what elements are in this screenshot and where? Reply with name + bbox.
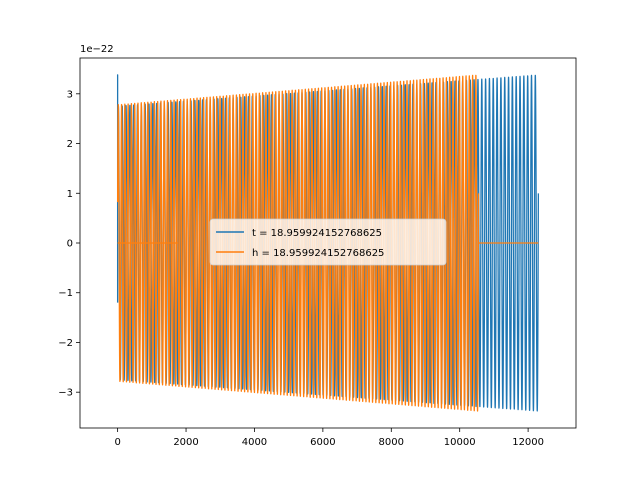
x-tick-label: 6000 [310,437,335,448]
x-axis: 0 2000 4000 6000 8000 10000 12000 [114,428,544,448]
x-tick-label: 12000 [512,437,544,448]
plot-area [116,74,540,412]
legend-box [209,218,447,266]
x-tick-label: 8000 [379,437,404,448]
x-tick-label: 0 [114,437,120,448]
legend: t = 18.959924152768625 h = 18.95992415276… [209,218,447,266]
x-tick-label: 2000 [173,437,198,448]
y-axis: −3 −2 −1 0 1 2 3 [58,89,80,399]
x-tick-label: 10000 [444,437,476,448]
legend-label-0: t = 18.959924152768625 [252,228,382,239]
series-line-1 [116,74,539,412]
y-tick-label: −3 [58,388,73,399]
legend-label-1: h = 18.959924152768625 [252,248,384,259]
y-offset-label: 1e−22 [80,44,114,55]
y-tick-label: −1 [58,288,73,299]
y-tick-label: 2 [67,139,73,150]
y-tick-label: −2 [58,338,73,349]
y-tick-label: 3 [67,89,73,100]
y-tick-label: 1 [67,189,73,200]
x-tick-label: 4000 [242,437,267,448]
y-tick-label: 0 [67,239,73,250]
